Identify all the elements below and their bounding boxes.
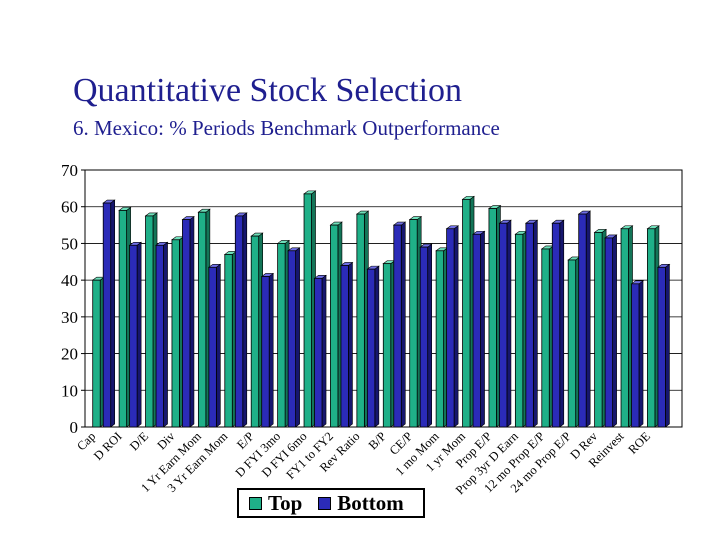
bar-top-2	[145, 215, 154, 428]
legend-item-top: Top	[249, 491, 302, 516]
bar-bottom-10	[366, 268, 376, 428]
bar-top-10	[356, 213, 365, 428]
bar-bottom-4	[208, 266, 217, 428]
bar-bottom-14	[472, 233, 481, 428]
bar-bottom-20-side	[638, 280, 644, 428]
bar-bottom-3	[182, 219, 191, 428]
bar-bottom-6-side	[268, 272, 274, 428]
bar-bottom-6	[261, 276, 270, 428]
bar-bottom-8	[314, 277, 323, 428]
y-tick-label: 70	[61, 161, 78, 180]
page-title: Quantitative Stock Selection	[73, 72, 463, 109]
bar-top-7	[277, 243, 286, 428]
bar-bottom-2	[155, 244, 164, 428]
x-tick-label: D/E	[127, 429, 151, 453]
bar-bottom-13	[446, 228, 455, 428]
y-tick-label: 20	[61, 345, 78, 364]
bar-bottom-9	[340, 265, 349, 428]
bar-top-13	[435, 250, 445, 428]
y-tick-label: 0	[70, 418, 79, 437]
bar-top-9	[330, 224, 339, 428]
x-tick-label: B/P	[366, 429, 389, 452]
bar-top-3	[171, 239, 180, 428]
bar-top-19	[594, 232, 603, 428]
bar-top-16	[514, 233, 524, 428]
legend-item-bottom: Bottom	[318, 491, 404, 516]
bar-bottom-16	[525, 222, 534, 428]
bar-bottom-15-side	[506, 219, 512, 428]
bar-top-20	[620, 228, 629, 428]
bar-bottom-14-side	[480, 230, 485, 428]
bar-top-1	[118, 209, 128, 428]
y-tick-label: 60	[61, 198, 78, 217]
bar-bottom-19-side	[612, 234, 617, 428]
y-tick-label: 50	[61, 234, 78, 253]
x-tick-label: ROE	[625, 429, 653, 457]
legend-swatch-top	[249, 496, 262, 510]
bar-top-12	[409, 219, 418, 428]
bar-bottom-5	[234, 215, 244, 428]
bar-bottom-12-side	[427, 243, 432, 428]
bar-bottom-11-side	[400, 221, 406, 428]
bar-bottom-2-side	[163, 241, 168, 428]
bar-bottom-17	[551, 222, 561, 428]
bar-bottom-7-side	[295, 247, 300, 428]
bar-bottom-7	[287, 250, 297, 428]
bar-bottom-18-side	[585, 210, 591, 428]
y-tick-label: 10	[61, 381, 78, 400]
bar-bottom-0	[102, 202, 112, 428]
bar-bottom-19	[604, 237, 614, 428]
bar-top-14	[462, 198, 471, 428]
bar-bottom-0-side	[110, 199, 116, 428]
bar-bottom-1-side	[136, 241, 142, 428]
legend-label-bottom: Bottom	[337, 490, 404, 515]
bar-bottom-4-side	[216, 263, 221, 428]
bar-top-11	[382, 263, 392, 428]
bar-top-15	[488, 208, 497, 428]
bar-top-21	[647, 228, 656, 428]
x-tick-label: D ROI	[91, 429, 125, 463]
bar-bottom-11	[393, 224, 402, 428]
chart-subtitle: 6. Mexico: % Periods Benchmark Outperfor…	[73, 116, 500, 140]
bar-top-4	[197, 211, 207, 428]
legend-label-top: Top	[268, 490, 303, 515]
bar-bottom-8-side	[321, 274, 327, 428]
bar-bottom-13-side	[453, 225, 459, 428]
bar-top-8	[303, 193, 312, 428]
bar-bottom-12	[419, 246, 429, 428]
chart-legend: Top Bottom	[237, 488, 425, 518]
bar-bottom-1	[129, 244, 138, 428]
bar-bottom-3-side	[189, 215, 195, 428]
bar-bottom-18	[578, 213, 587, 428]
bar-top-18	[567, 259, 577, 428]
bar-bottom-9-side	[348, 261, 353, 428]
bar-top-5	[224, 254, 233, 428]
bar-top-17	[541, 248, 550, 428]
bar-bottom-10-side	[374, 265, 380, 428]
bar-bottom-21-side	[665, 263, 670, 428]
y-tick-label: 30	[61, 308, 78, 327]
bar-bottom-20	[631, 283, 640, 428]
bar-top-6	[250, 235, 260, 428]
y-tick-label: 40	[61, 271, 78, 290]
legend-swatch-bottom	[318, 496, 332, 510]
bar-bottom-21	[657, 266, 666, 428]
bar-top-0	[92, 279, 101, 428]
bar-bottom-16-side	[533, 219, 538, 428]
bar-bottom-15	[499, 222, 508, 428]
bar-bottom-5-side	[242, 212, 248, 428]
bar-bottom-17-side	[559, 219, 565, 428]
